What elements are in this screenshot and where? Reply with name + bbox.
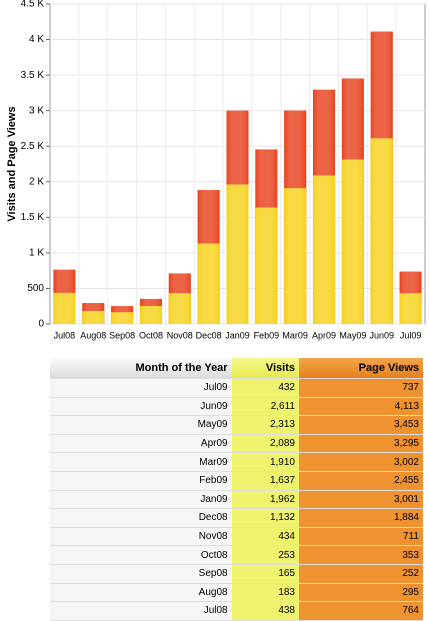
- table-cell: Nov08: [50, 527, 232, 547]
- y-tick-label: 0: [38, 319, 44, 330]
- table-row: May09 2,313 3,453: [50, 415, 423, 435]
- table-cell: 295: [299, 583, 423, 603]
- table-row: Dec08 1,132 1,884: [50, 508, 423, 528]
- table-cell: 3,295: [299, 434, 423, 454]
- table-row: Jul09 432 737: [50, 378, 423, 398]
- bar-shine: [341, 159, 364, 324]
- x-tick-label: Sep08: [109, 330, 135, 340]
- x-tick-label: Jul09: [400, 330, 422, 340]
- bar-shine: [284, 188, 307, 324]
- table-cell: 737: [299, 378, 423, 398]
- table-row: Apr09 2,089 3,295: [50, 434, 423, 454]
- table-cell: 1,910: [231, 452, 299, 472]
- table-cell: Jun09: [50, 397, 232, 417]
- x-tick-label: Dec08: [196, 330, 222, 340]
- table-cell: 4,113: [299, 397, 423, 417]
- x-tick-label: Nov08: [167, 330, 193, 340]
- table-cell: 764: [299, 601, 423, 621]
- table-row: Mar09 1,910 3,002: [50, 452, 423, 472]
- table-cell: 3,002: [299, 452, 423, 472]
- bar-shine: [53, 292, 76, 324]
- table-cell: 353: [299, 545, 423, 565]
- y-tick-label: 500: [27, 283, 44, 294]
- table-cell: 165: [231, 564, 299, 584]
- table-cell: Dec08: [50, 508, 232, 528]
- x-tick-label: May09: [339, 330, 366, 340]
- chart: Visits and Page Views 0 500 1 K 1.5 K 2 K 2.5…: [6, 0, 426, 340]
- x-tick-label: Oct08: [139, 330, 163, 340]
- table-cell: Jul08: [50, 601, 232, 621]
- table-cell: 1,962: [231, 490, 299, 510]
- bar-shine: [139, 306, 162, 324]
- table-cell: 3,453: [299, 415, 423, 435]
- x-tick-label: Feb09: [254, 330, 280, 340]
- y-tick-label: 2 K: [29, 176, 44, 187]
- table-cell: Apr09: [50, 434, 232, 454]
- table-row: Jan09 1,962 3,001: [50, 490, 423, 510]
- y-tick-label: 1.5 K: [21, 212, 45, 223]
- x-tick-label: Jul08: [54, 330, 76, 340]
- table-cell: 438: [231, 601, 299, 621]
- table-row: Jun09 2,611 4,113: [50, 397, 423, 417]
- bar-shine: [255, 207, 278, 324]
- table-cell: 1,884: [299, 508, 423, 528]
- table-cell: 1,132: [231, 508, 299, 528]
- x-tick-label: Aug08: [80, 330, 106, 340]
- table-cell: 253: [231, 545, 299, 565]
- y-axis-label: Visits and Page Views: [6, 106, 18, 221]
- x-tick-label: Jan09: [225, 330, 250, 340]
- table-cell: Oct08: [50, 545, 232, 565]
- table-row: Sep08 165 252: [50, 564, 423, 584]
- table-cell: Jul09: [50, 378, 232, 398]
- header-row: Month of the Year Visits Page Views: [50, 358, 423, 379]
- y-tick-label: 2.5 K: [21, 141, 45, 152]
- bar-shine: [313, 175, 336, 324]
- table-cell: 434: [231, 527, 299, 547]
- bar-shine: [168, 293, 191, 324]
- table-cell: 2,611: [231, 397, 299, 417]
- table-cell: Sep08: [50, 564, 232, 584]
- table-cell: May09: [50, 415, 232, 435]
- table-row: Jul08 438 764: [50, 601, 423, 621]
- table-cell: Mar09: [50, 452, 232, 472]
- header-cell: Visits: [231, 358, 299, 379]
- header-cell: Page Views: [299, 358, 423, 379]
- table-cell: Aug08: [50, 583, 232, 603]
- table-cell: 2,313: [231, 415, 299, 435]
- table-row: Oct08 253 353: [50, 545, 423, 565]
- table-cell: Jan09: [50, 490, 232, 510]
- bar-shine: [370, 138, 393, 324]
- data-table: Month of the Year Visits Page Views Jul09 43…: [50, 358, 423, 621]
- bar-shine: [82, 310, 105, 324]
- bar-shine: [399, 293, 422, 324]
- table-cell: 252: [299, 564, 423, 584]
- bar-shine: [111, 312, 134, 324]
- table-cell: Feb09: [50, 471, 232, 491]
- table-row: Feb09 1,637 2,455: [50, 471, 423, 491]
- header-cell: Month of the Year: [50, 358, 232, 379]
- y-tick-label: 4 K: [29, 34, 44, 45]
- table-row: Aug08 183 295: [50, 583, 423, 603]
- table-cell: 432: [231, 378, 299, 398]
- table-cell: 2,089: [231, 434, 299, 454]
- table-cell: 2,455: [299, 471, 423, 491]
- x-tick-label: Mar09: [282, 330, 308, 340]
- x-tick-label: Apr09: [312, 330, 336, 340]
- y-tick-label: 3.5 K: [21, 70, 45, 81]
- table-cell: 1,637: [231, 471, 299, 491]
- bar-shine: [226, 184, 249, 324]
- y-tick-label: 1 K: [29, 248, 44, 259]
- table-cell: 183: [231, 583, 299, 603]
- y-tick-label: 4.5 K: [21, 0, 45, 10]
- y-tick-label: 3 K: [29, 105, 44, 116]
- table-cell: 3,001: [299, 490, 423, 510]
- x-tick-label: Jun09: [369, 330, 394, 340]
- table-cell: 711: [299, 527, 423, 547]
- table-row: Nov08 434 711: [50, 527, 423, 547]
- bar-shine: [197, 243, 220, 324]
